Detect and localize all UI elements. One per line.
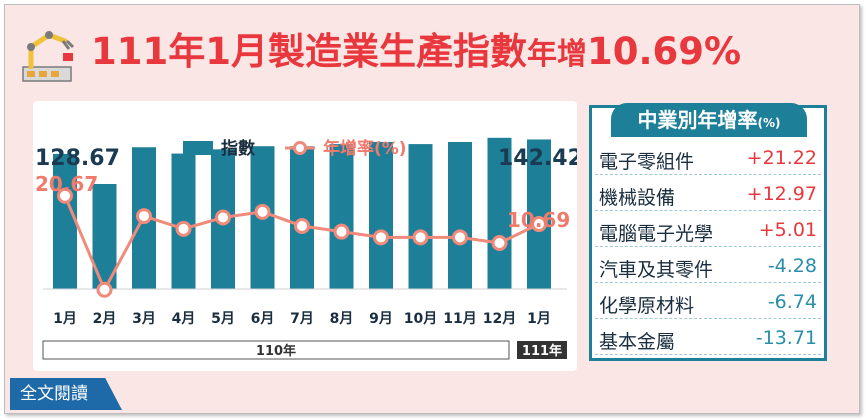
rate-point <box>491 235 508 251</box>
legend-index-label: 指數 <box>221 138 255 159</box>
industry-value: -4.28 <box>767 255 817 277</box>
industry-row: 汽車及其零件 -4.28 <box>595 251 821 283</box>
industry-value: +21.22 <box>746 147 817 169</box>
industry-name: 電腦電子光學 <box>599 223 714 245</box>
legend-rate-label: 年增率(%) <box>323 138 407 159</box>
industry-value: -13.71 <box>755 327 817 349</box>
rate-point <box>215 209 231 226</box>
page-title: 111年1月製造業生產指數年增10.69% <box>91 33 741 70</box>
index-bar <box>408 144 433 289</box>
chart-panel: 1月 2月 3月 4月 5月 6月 7月 8月 9月 10月 11月 12月 1月 110年 111年 128… <box>33 101 577 371</box>
period-111-label: 111年 <box>522 343 562 359</box>
rate-last-label: 10.69 <box>507 208 570 232</box>
title-suffix: 年增 <box>526 37 587 72</box>
x-tick-label: 7月 <box>290 311 314 327</box>
x-tick-label: 4月 <box>172 311 196 327</box>
rate-point <box>412 229 429 246</box>
x-tick-label: 2月 <box>93 311 117 327</box>
x-tick-label: 1月 <box>53 311 77 327</box>
period-110-label: 110年 <box>256 343 296 359</box>
rate-point <box>254 203 271 220</box>
rate-first-label: 20.67 <box>35 172 98 196</box>
x-tick-label: 5月 <box>211 311 235 327</box>
industry-row: 機械設備 +12.97 <box>595 179 821 211</box>
index-bar <box>369 142 393 289</box>
x-tick-label: 11月 <box>443 311 476 327</box>
legend-bar-swatch <box>183 141 213 155</box>
rate-point <box>57 187 73 204</box>
x-tick-label: 12月 <box>483 311 516 327</box>
industry-name: 化學原材料 <box>599 295 695 317</box>
chart-svg: 1月 2月 3月 4月 5月 6月 7月 8月 9月 10月 11月 12月 1月 110年 111年 128… <box>35 137 577 360</box>
industry-row: 電子零組件 +21.22 <box>595 143 821 175</box>
title-prefix: 111年1月 <box>91 30 268 73</box>
industry-row: 化學原材料 -6.74 <box>595 287 821 319</box>
rate-point <box>96 281 113 298</box>
industry-panel-title: 中業別年增率(%) <box>611 103 807 137</box>
period-110 <box>42 340 510 360</box>
read-all-button[interactable]: 全文閱讀 <box>10 378 122 410</box>
index-bar <box>487 137 512 289</box>
x-tick-label: 8月 <box>330 311 354 327</box>
index-bar <box>290 146 314 289</box>
industry-row: 基本金屬 -13.71 <box>595 323 821 355</box>
infographic-frame: 111年1月製造業生產指數年增10.69% 1月 2月 3月 4月 5月 6月 7月 8月 9月… <box>4 4 860 414</box>
rate-point <box>452 229 468 246</box>
industry-name: 機械設備 <box>599 187 676 209</box>
index-bar <box>527 139 551 289</box>
title-main: 製造業生產指數 <box>267 30 527 73</box>
index-bar <box>53 153 77 289</box>
x-tick-label: 1月 <box>527 311 551 327</box>
industry-name: 汽車及其零件 <box>599 259 714 281</box>
rate-point <box>333 223 350 240</box>
rate-point <box>531 216 547 233</box>
industry-value: -6.74 <box>767 291 817 313</box>
x-tick-label: 9月 <box>369 311 393 327</box>
industry-row: 電腦電子光學 +5.01 <box>595 215 821 247</box>
bar-first-label: 128.67 <box>35 146 120 171</box>
legend-line-marker <box>293 141 307 155</box>
rate-point <box>136 208 152 225</box>
industry-name: 基本金屬 <box>599 331 676 353</box>
rate-point <box>294 218 310 234</box>
index-bar <box>448 142 472 289</box>
industry-value: +5.01 <box>758 219 817 241</box>
factory-robot-arm-icon <box>22 31 75 82</box>
x-tick-label: 6月 <box>251 311 275 327</box>
rate-point <box>175 220 192 237</box>
period-111 <box>517 341 567 359</box>
title-value: 10.69% <box>586 30 742 73</box>
industry-panel-title-text: 中業別年增率 <box>637 108 758 132</box>
industry-name: 電子零組件 <box>599 151 695 173</box>
industry-panel-unit: (%) <box>757 116 781 130</box>
bar-last-label: 142.42 <box>498 146 577 171</box>
industry-value: +12.97 <box>746 183 817 205</box>
rate-point <box>373 229 389 246</box>
x-tick-label: 3月 <box>132 311 156 327</box>
index-bar <box>329 144 354 289</box>
x-tick-label: 10月 <box>404 311 437 327</box>
